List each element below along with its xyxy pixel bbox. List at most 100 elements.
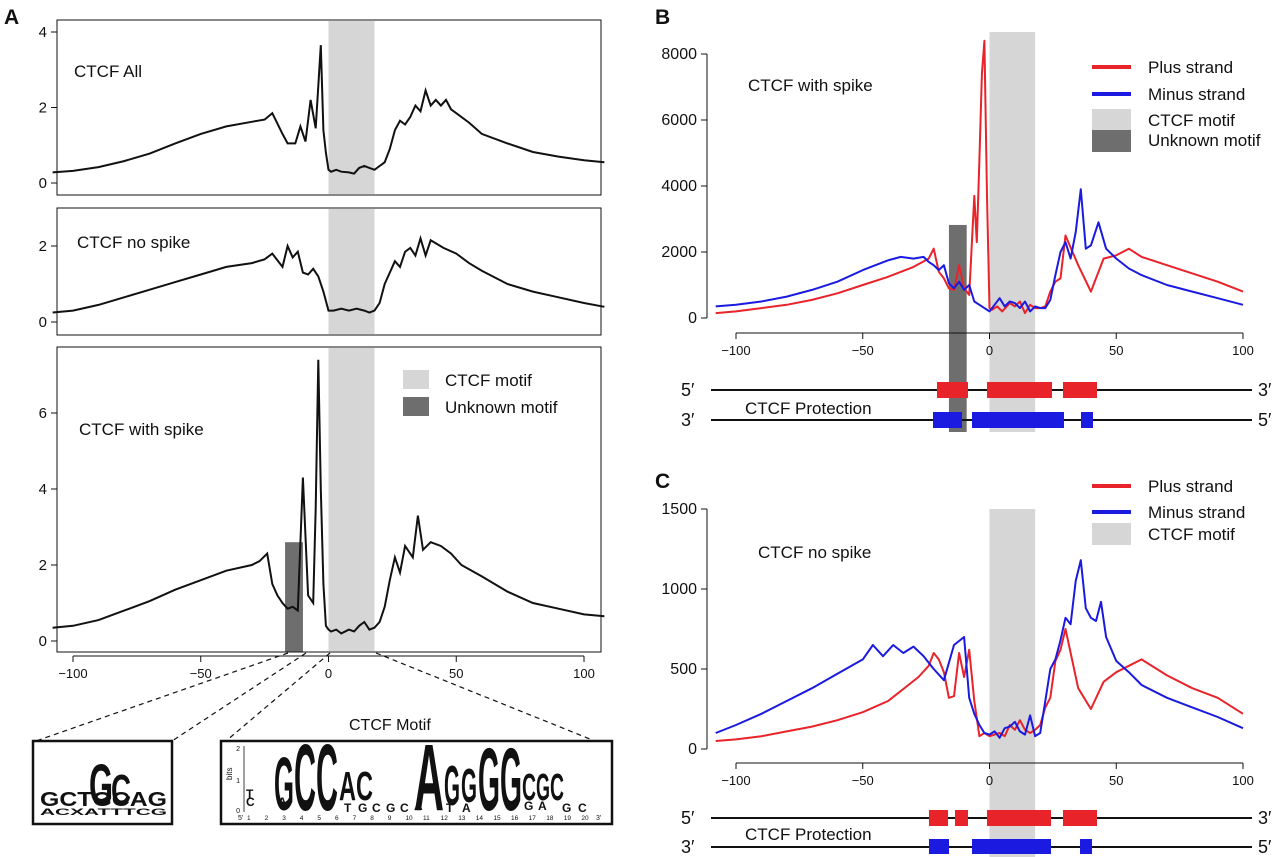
y-tick-label: 0 <box>688 741 697 758</box>
ctcf-motif-band <box>328 348 375 651</box>
x-axis: −100 −50 0 50 100 <box>721 762 1254 788</box>
logo-position-labels: 1 2 3 4 5 6 7 8 9 10 11 12 13 14 15 16 17 18 19 20 <box>247 815 589 822</box>
logo-y-tick-label: 0 <box>236 808 240 815</box>
protection-block-plus <box>937 382 968 398</box>
x-axis: −100 −50 0 50 100 <box>721 332 1254 358</box>
logo-letter: AC <box>339 763 373 809</box>
logo-y-tick-label: 1 <box>236 778 240 785</box>
strand-end-label: 3′ <box>1258 808 1272 828</box>
ctcf-motif-band <box>328 209 375 334</box>
legend: Plus strand Minus strand CTCF motif Unkn… <box>1092 58 1261 152</box>
protection-block-minus <box>972 839 1051 854</box>
logo-position-label: 6 <box>335 815 339 822</box>
plot-label-ctcf-no-spike: CTCF no spike <box>758 543 871 562</box>
y-tick-label: 0 <box>39 175 47 192</box>
x-tick-label: −100 <box>721 343 750 358</box>
y-tick-label: 8000 <box>661 46 697 63</box>
legend-label-ctcf-motif: CTCF motif <box>1148 525 1235 544</box>
logo-position-label: 12 <box>441 815 449 822</box>
logo-letter-small: A <box>278 795 287 809</box>
logo-letter-small: C <box>246 795 255 809</box>
x-tick-label: 0 <box>986 343 993 358</box>
x-tick-label: 100 <box>1232 773 1254 788</box>
logo-letter-small: A <box>414 799 423 813</box>
legend-swatch-ctcf-motif <box>1092 523 1131 545</box>
legend: Plus strand Minus strand CTCF motif <box>1092 477 1245 545</box>
series-line-ctcf-all <box>52 45 605 175</box>
panel-letter-a: A <box>4 6 19 29</box>
logo-position-label: 9 <box>388 815 392 822</box>
strand-end-label: 3′ <box>1258 380 1272 400</box>
logo-row2: ACXATTTCG <box>40 807 167 817</box>
logo-letters-large: G CC AC A G G G G C G C <box>274 725 564 831</box>
plot-label-ctcf-all: CTCF All <box>74 62 142 81</box>
logo-letter: CC <box>294 725 338 831</box>
plot-label-ctcf-with-spike: CTCF with spike <box>748 76 873 95</box>
x-tick-label: 100 <box>1232 343 1254 358</box>
protection-block-plus <box>987 382 1052 398</box>
logo-letters-small: TC A T G C G C A T A G A G C <box>246 787 587 815</box>
protection-block-plus <box>955 810 968 826</box>
ctcf-protection-diagram: 5′ 3′ 3′ 5′ CTCF Protection <box>681 808 1272 857</box>
legend-label-ctcf-motif: CTCF motif <box>1148 111 1235 130</box>
unknown-motif-band <box>948 224 967 432</box>
logo-letter: G <box>274 743 294 827</box>
series-line-minus-strand <box>715 188 1244 313</box>
y-tick-label: 4 <box>39 481 47 498</box>
logo-y-tick-label: 2 <box>236 746 240 753</box>
ctcf-motif-logo: bits 210 G CC AC A G G G G C G C TC A T G C G C A T A G A G C 1… <box>219 725 614 831</box>
x-tick-label: 50 <box>449 666 463 681</box>
logo-position-label: 5 <box>317 815 321 822</box>
y-axis: 0 2000 4000 6000 8000 <box>661 46 708 327</box>
logo-position-label: 1 <box>247 815 251 822</box>
protection-block-minus <box>929 839 949 854</box>
y-tick-label: 1500 <box>661 501 697 518</box>
y-tick-label: 6000 <box>661 112 697 129</box>
panel-a-ctcf-no-spike-plot: 02 CTCF no spike <box>39 207 605 336</box>
legend-label-unknown-motif: Unknown motif <box>1148 131 1261 150</box>
strand-end-label: 5′ <box>1258 410 1272 430</box>
logo-position-label: 20 <box>581 815 589 822</box>
ctcf-motif-band <box>328 21 375 194</box>
panel-a-ctcf-all-plot: 0 2 4 CTCF All <box>39 19 605 196</box>
y-tick-label: 2000 <box>661 244 697 261</box>
y-tick-label: 0 <box>39 314 47 331</box>
logo-letter-small: C <box>400 801 409 815</box>
y-tick-label: 0 <box>39 633 47 650</box>
logo-position-label: 18 <box>546 815 554 822</box>
legend-label-unknown-motif: Unknown motif <box>445 398 558 417</box>
ctcf-protection-label: CTCF Protection <box>745 399 872 418</box>
panel-b-strand-plot: 0 2000 4000 6000 8000 −100 −50 0 50 100 CTCF wit… <box>661 32 1272 432</box>
legend-label-minus-strand: Minus strand <box>1148 85 1245 104</box>
x-tick-label: −50 <box>852 343 874 358</box>
logo-letter: A <box>414 725 444 831</box>
logo-letter-small: C <box>578 801 587 815</box>
strand-end-label: 5′ <box>1258 837 1272 857</box>
strand-end-label: 3′ <box>681 410 695 430</box>
projection-line <box>375 652 596 742</box>
logo-position-label: 7 <box>353 815 357 822</box>
y-axis: 0 500 1000 1500 <box>661 501 708 758</box>
logo-row1: GCTGCAG <box>40 789 167 811</box>
x-tick-label: 0 <box>986 773 993 788</box>
protection-block-minus <box>1080 839 1092 854</box>
series-line-ctcf-no-spike <box>52 234 605 314</box>
ctcf-motif-logo-title: CTCF Motif <box>349 717 431 734</box>
x-axis: −100 −50 0 50 100 <box>58 655 595 681</box>
ctcf-protection-label: CTCF Protection <box>745 825 872 844</box>
logo-letter: G <box>444 755 460 818</box>
x-tick-label: 100 <box>573 666 595 681</box>
panel-letter-b: B <box>655 6 670 29</box>
y-tick-label: 4000 <box>661 178 697 195</box>
ctcf-motif-band <box>989 509 1036 857</box>
logo-letter: C <box>550 767 564 809</box>
y-tick-label: 2 <box>39 100 47 117</box>
logo-position-label: 10 <box>405 815 413 822</box>
logo-position-label: 2 <box>265 815 269 822</box>
logo-letter: G <box>478 729 500 829</box>
logo-end-3: 3' <box>596 815 601 822</box>
y-tick-label: 0 <box>688 310 697 327</box>
logo-end-5: 5' <box>238 815 243 822</box>
legend-label-minus-strand: Minus strand <box>1148 503 1245 522</box>
protection-block-plus <box>987 810 1051 826</box>
